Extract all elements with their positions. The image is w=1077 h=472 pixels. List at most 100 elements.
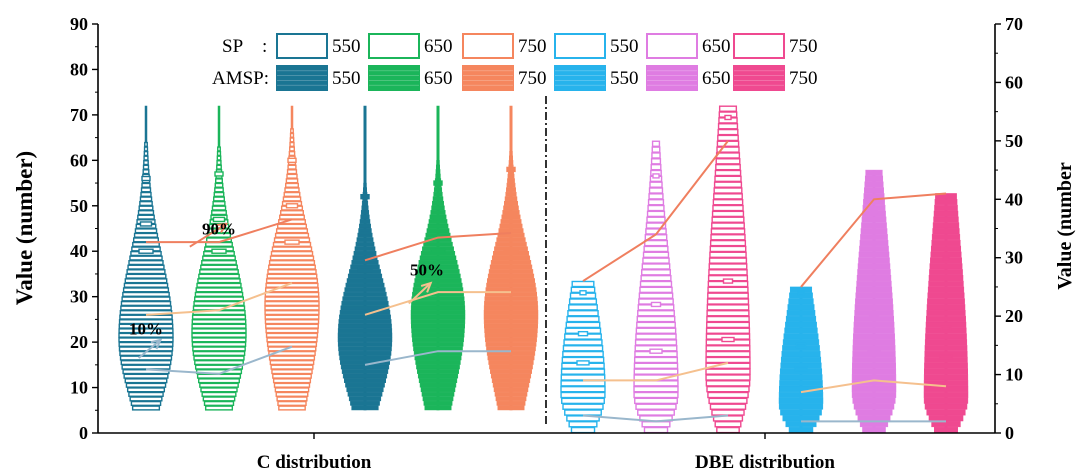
violin-bin xyxy=(285,182,299,188)
violin-bin xyxy=(864,187,884,194)
violin-bin xyxy=(924,339,968,346)
violin-bin xyxy=(708,263,748,270)
violin-bin xyxy=(269,359,315,366)
violin-bin xyxy=(491,255,531,261)
annotation-arrow xyxy=(408,282,432,305)
violin-bin xyxy=(351,260,379,265)
violin-bin xyxy=(345,282,385,288)
violin-bin xyxy=(930,245,962,252)
violin-bin xyxy=(214,182,224,188)
violin-bin xyxy=(646,216,666,223)
legend-swatch xyxy=(554,65,606,91)
violin-bin xyxy=(500,219,522,224)
violin-bin xyxy=(128,391,164,397)
violin-bin xyxy=(785,321,817,328)
violin-bin xyxy=(341,369,389,374)
violin-bin xyxy=(415,360,461,365)
violin-bin xyxy=(711,216,745,223)
violin-bin xyxy=(118,319,174,325)
violin-bin xyxy=(202,396,236,402)
violin-bin xyxy=(854,304,894,311)
violin-bin xyxy=(264,287,320,293)
violin-bin xyxy=(851,386,897,393)
violin-bin xyxy=(125,273,167,279)
violin-bin xyxy=(418,378,458,383)
violin-bin xyxy=(483,310,539,315)
violin-bin xyxy=(286,173,298,179)
violin-bin xyxy=(852,356,896,363)
annotation-arrowhead xyxy=(420,281,433,293)
violin-bin xyxy=(637,409,675,416)
violin-dbe-sp-650 xyxy=(633,140,679,434)
violin-bin xyxy=(119,355,173,361)
violin-bin xyxy=(347,391,383,397)
y-left-tick-label: 90 xyxy=(70,14,88,34)
violin-bin xyxy=(266,337,318,343)
violin-bin xyxy=(650,158,662,165)
legend-item-label: 750 xyxy=(518,68,547,89)
y-left-tick-label: 50 xyxy=(70,196,88,216)
violin-bin xyxy=(509,155,513,161)
violin-bin xyxy=(780,409,822,416)
violin-bin xyxy=(495,396,527,402)
violin-bin xyxy=(648,193,664,200)
violin-bin xyxy=(928,274,964,282)
violin-bin xyxy=(198,378,240,384)
violin-bin xyxy=(927,292,965,299)
legend-item-label: 650 xyxy=(702,36,731,57)
violin-bin xyxy=(928,280,964,287)
legend-swatch xyxy=(462,65,514,91)
violin-bin xyxy=(277,400,307,407)
violin-bin xyxy=(860,228,888,235)
violin-bin xyxy=(713,181,743,188)
violin-bin xyxy=(436,164,440,170)
violin-bin xyxy=(496,237,526,243)
violin-tail-bin xyxy=(503,248,519,254)
violin-bin xyxy=(118,332,174,338)
violin-bin xyxy=(783,333,819,340)
violin-bin xyxy=(361,200,369,206)
violin-bin xyxy=(273,382,311,388)
violin-bin xyxy=(215,178,223,184)
violin-tail-bin xyxy=(358,230,372,236)
violin-dbe-amsp-750 xyxy=(923,193,969,433)
violin-bin xyxy=(199,382,239,388)
violin-bin xyxy=(346,387,384,393)
violin-c-amsp-650 xyxy=(410,105,466,411)
violin-bin xyxy=(713,193,743,200)
violin-bin xyxy=(213,196,225,202)
violin-bin xyxy=(712,204,744,212)
violin-bin xyxy=(414,355,462,361)
legend-swatch xyxy=(276,33,328,59)
violin-bin xyxy=(862,426,886,433)
violin-bin xyxy=(272,378,312,384)
violin-bin xyxy=(488,269,534,274)
violin-tail-bin xyxy=(576,360,590,366)
legend-item-label: 550 xyxy=(610,68,639,89)
violin-dbe-amsp-650 xyxy=(851,169,897,433)
violin-bin xyxy=(194,291,244,297)
violin-bin xyxy=(270,250,314,257)
violin-bin xyxy=(788,426,814,433)
violin-bin xyxy=(194,364,244,370)
violin-bin xyxy=(562,350,604,358)
violin-bin xyxy=(265,328,319,334)
violin-bin xyxy=(788,298,814,305)
violin-bin xyxy=(200,264,238,270)
violin-bin xyxy=(483,305,539,311)
violin-bin xyxy=(359,219,371,224)
violin-bin xyxy=(709,251,747,259)
violin-bin xyxy=(200,387,238,393)
violin-bin xyxy=(337,337,393,343)
violin-layer xyxy=(118,105,969,434)
violin-bin xyxy=(194,296,244,302)
annotation-arrowhead xyxy=(216,222,229,233)
violin-bin xyxy=(199,269,239,275)
violin-bin xyxy=(568,304,598,311)
violin-bin xyxy=(417,373,459,379)
violin-bin xyxy=(633,356,679,364)
violin-bin xyxy=(483,319,539,324)
violin-bin xyxy=(710,234,746,241)
violin-bin xyxy=(706,298,750,305)
violin-bin xyxy=(343,291,387,297)
